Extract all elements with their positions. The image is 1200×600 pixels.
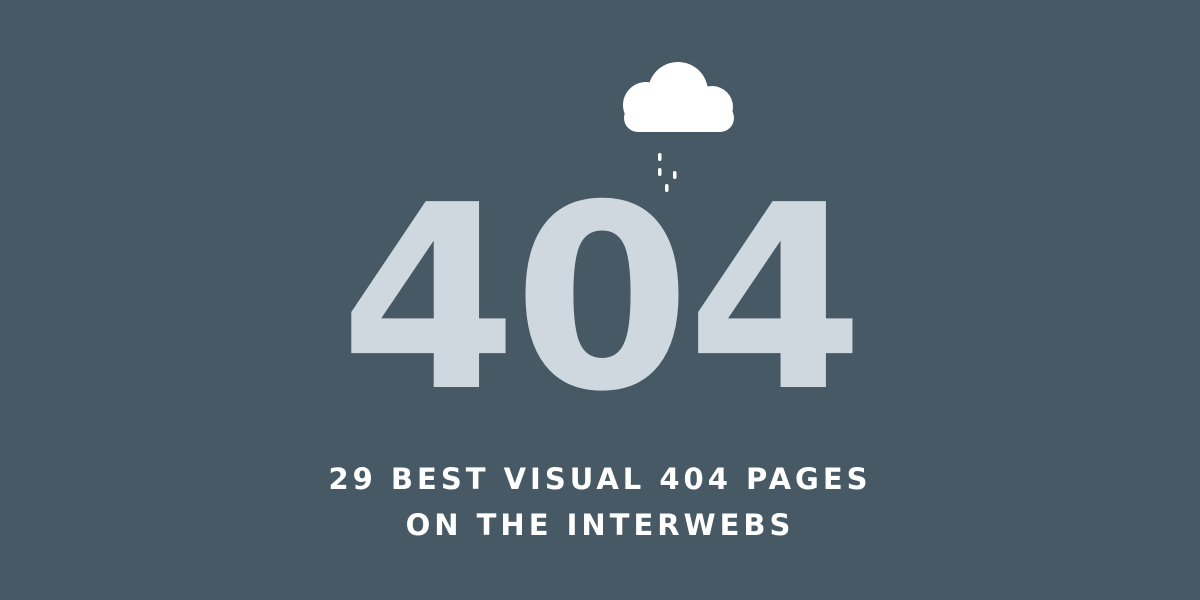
cloud-rain-icon bbox=[623, 62, 734, 192]
headline-line-1: 29 BEST VISUAL 404 PAGES bbox=[328, 462, 872, 496]
error-code: 404 bbox=[339, 151, 864, 448]
headline: 29 BEST VISUAL 404 PAGES ON THE INTERWEB… bbox=[0, 456, 1200, 548]
headline-line-2: ON THE INTERWEBS bbox=[405, 508, 795, 542]
